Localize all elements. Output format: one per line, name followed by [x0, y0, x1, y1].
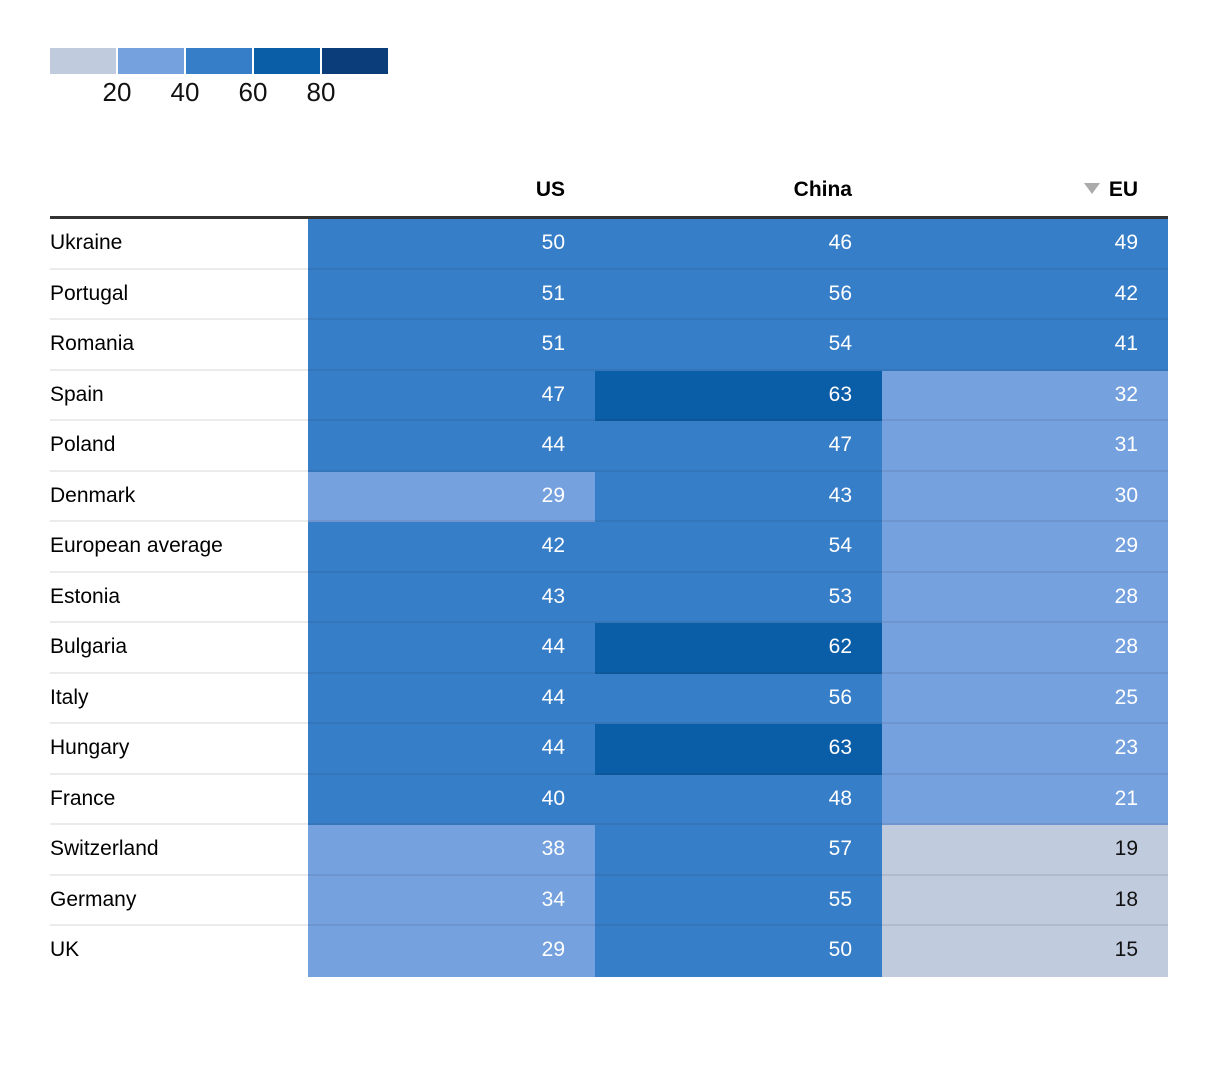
- color-scale-legend: 20 40 60 80: [50, 48, 388, 110]
- row-label: UK: [50, 926, 308, 977]
- table-header-row: US China EU: [50, 167, 1168, 219]
- legend-tick-label: 20: [102, 77, 132, 107]
- table-row: Switzerland 38 57 19: [50, 825, 1168, 876]
- heatmap-cell: 57: [595, 825, 882, 876]
- table-row: Bulgaria 44 62 28: [50, 623, 1168, 674]
- heatmap-cell: 63: [595, 370, 882, 421]
- table-row: Italy 44 56 25: [50, 673, 1168, 724]
- heatmap-cell: 28: [882, 623, 1168, 674]
- column-header-china-label: China: [793, 178, 852, 201]
- heatmap-cell: 56: [595, 673, 882, 724]
- heatmap-cell: 53: [595, 572, 882, 623]
- heatmap-cell: 15: [882, 926, 1168, 977]
- table-row: European average 42 54 29: [50, 522, 1168, 573]
- row-label: France: [50, 774, 308, 825]
- column-header-eu-label: EU: [1108, 178, 1138, 201]
- heatmap-cell: 29: [882, 522, 1168, 573]
- heatmap-cell: 54: [595, 320, 882, 371]
- heatmap-cell: 29: [308, 926, 595, 977]
- column-header-us-label: US: [535, 178, 565, 201]
- heatmap-cell: 43: [308, 572, 595, 623]
- row-label: Portugal: [50, 269, 308, 320]
- row-label: Estonia: [50, 572, 308, 623]
- heatmap-cell: 25: [882, 673, 1168, 724]
- row-label: Spain: [50, 370, 308, 421]
- heatmap-cell: 21: [882, 774, 1168, 825]
- heatmap-cell: 40: [308, 774, 595, 825]
- heatmap-cell: 62: [595, 623, 882, 674]
- heatmap-cell: 32: [882, 370, 1168, 421]
- heatmap-cell: 34: [308, 875, 595, 926]
- table-row: Hungary 44 63 23: [50, 724, 1168, 775]
- legend-swatch: [254, 48, 320, 74]
- heatmap-cell: 49: [882, 219, 1168, 270]
- table-row: UK 29 50 15: [50, 926, 1168, 977]
- legend-swatch: [322, 48, 388, 74]
- table-body: Ukraine 50 46 49 Portugal 51 56 42 Roman…: [50, 219, 1168, 977]
- legend-swatch: [118, 48, 184, 74]
- legend-tick-labels: 20 40 60 80: [50, 74, 388, 108]
- heatmap-cell: 23: [882, 724, 1168, 775]
- row-label: Hungary: [50, 724, 308, 775]
- legend-swatch: [186, 48, 252, 74]
- column-header-spacer: [50, 167, 308, 216]
- heatmap-cell: 44: [308, 673, 595, 724]
- heatmap-cell: 51: [308, 269, 595, 320]
- table-row: Ukraine 50 46 49: [50, 219, 1168, 270]
- heatmap-cell: 42: [882, 269, 1168, 320]
- heatmap-cell: 47: [595, 421, 882, 472]
- heatmap-cell: 51: [308, 320, 595, 371]
- table-row: Romania 51 54 41: [50, 320, 1168, 371]
- column-header-china[interactable]: China: [595, 167, 882, 216]
- heatmap-cell: 56: [595, 269, 882, 320]
- table-row: Poland 44 47 31: [50, 421, 1168, 472]
- heatmap-cell: 43: [595, 471, 882, 522]
- row-label: Romania: [50, 320, 308, 371]
- table-row: Spain 47 63 32: [50, 370, 1168, 421]
- legend-swatch: [50, 48, 116, 74]
- heatmap-cell: 46: [595, 219, 882, 270]
- heatmap-cell: 41: [882, 320, 1168, 371]
- row-label: Germany: [50, 875, 308, 926]
- heatmap-cell: 44: [308, 623, 595, 674]
- heatmap-cell: 48: [595, 774, 882, 825]
- heatmap-table: US China EU Ukraine 50 46 49 Portugal 51…: [50, 167, 1168, 977]
- heatmap-cell: 54: [595, 522, 882, 573]
- heatmap-cell: 38: [308, 825, 595, 876]
- legend-tick-label: 40: [170, 77, 200, 107]
- column-header-us[interactable]: US: [308, 167, 595, 216]
- table-row: France 40 48 21: [50, 774, 1168, 825]
- heatmap-cell: 44: [308, 421, 595, 472]
- heatmap-cell: 28: [882, 572, 1168, 623]
- heatmap-cell: 50: [595, 926, 882, 977]
- table-row: Germany 34 55 18: [50, 875, 1168, 926]
- heatmap-cell: 47: [308, 370, 595, 421]
- heatmap-cell: 44: [308, 724, 595, 775]
- table-row: Estonia 43 53 28: [50, 572, 1168, 623]
- table-row: Portugal 51 56 42: [50, 269, 1168, 320]
- heatmap-cell: 63: [595, 724, 882, 775]
- sort-descending-icon: [1083, 183, 1100, 194]
- row-label: Denmark: [50, 471, 308, 522]
- column-header-eu[interactable]: EU: [882, 167, 1168, 216]
- row-label: Poland: [50, 421, 308, 472]
- row-label: Italy: [50, 673, 308, 724]
- row-label: Switzerland: [50, 825, 308, 876]
- heatmap-cell: 29: [308, 471, 595, 522]
- row-label: European average: [50, 522, 308, 573]
- heatmap-cell: 30: [882, 471, 1168, 522]
- legend-tick-label: 60: [238, 77, 268, 107]
- heatmap-cell: 42: [308, 522, 595, 573]
- row-label: Ukraine: [50, 219, 308, 270]
- heatmap-cell: 50: [308, 219, 595, 270]
- table-row: Denmark 29 43 30: [50, 471, 1168, 522]
- legend-tick-label: 80: [306, 77, 336, 107]
- heatmap-cell: 31: [882, 421, 1168, 472]
- row-label: Bulgaria: [50, 623, 308, 674]
- heatmap-cell: 19: [882, 825, 1168, 876]
- heatmap-cell: 18: [882, 875, 1168, 926]
- legend-swatch-strip: [50, 48, 388, 74]
- heatmap-cell: 55: [595, 875, 882, 926]
